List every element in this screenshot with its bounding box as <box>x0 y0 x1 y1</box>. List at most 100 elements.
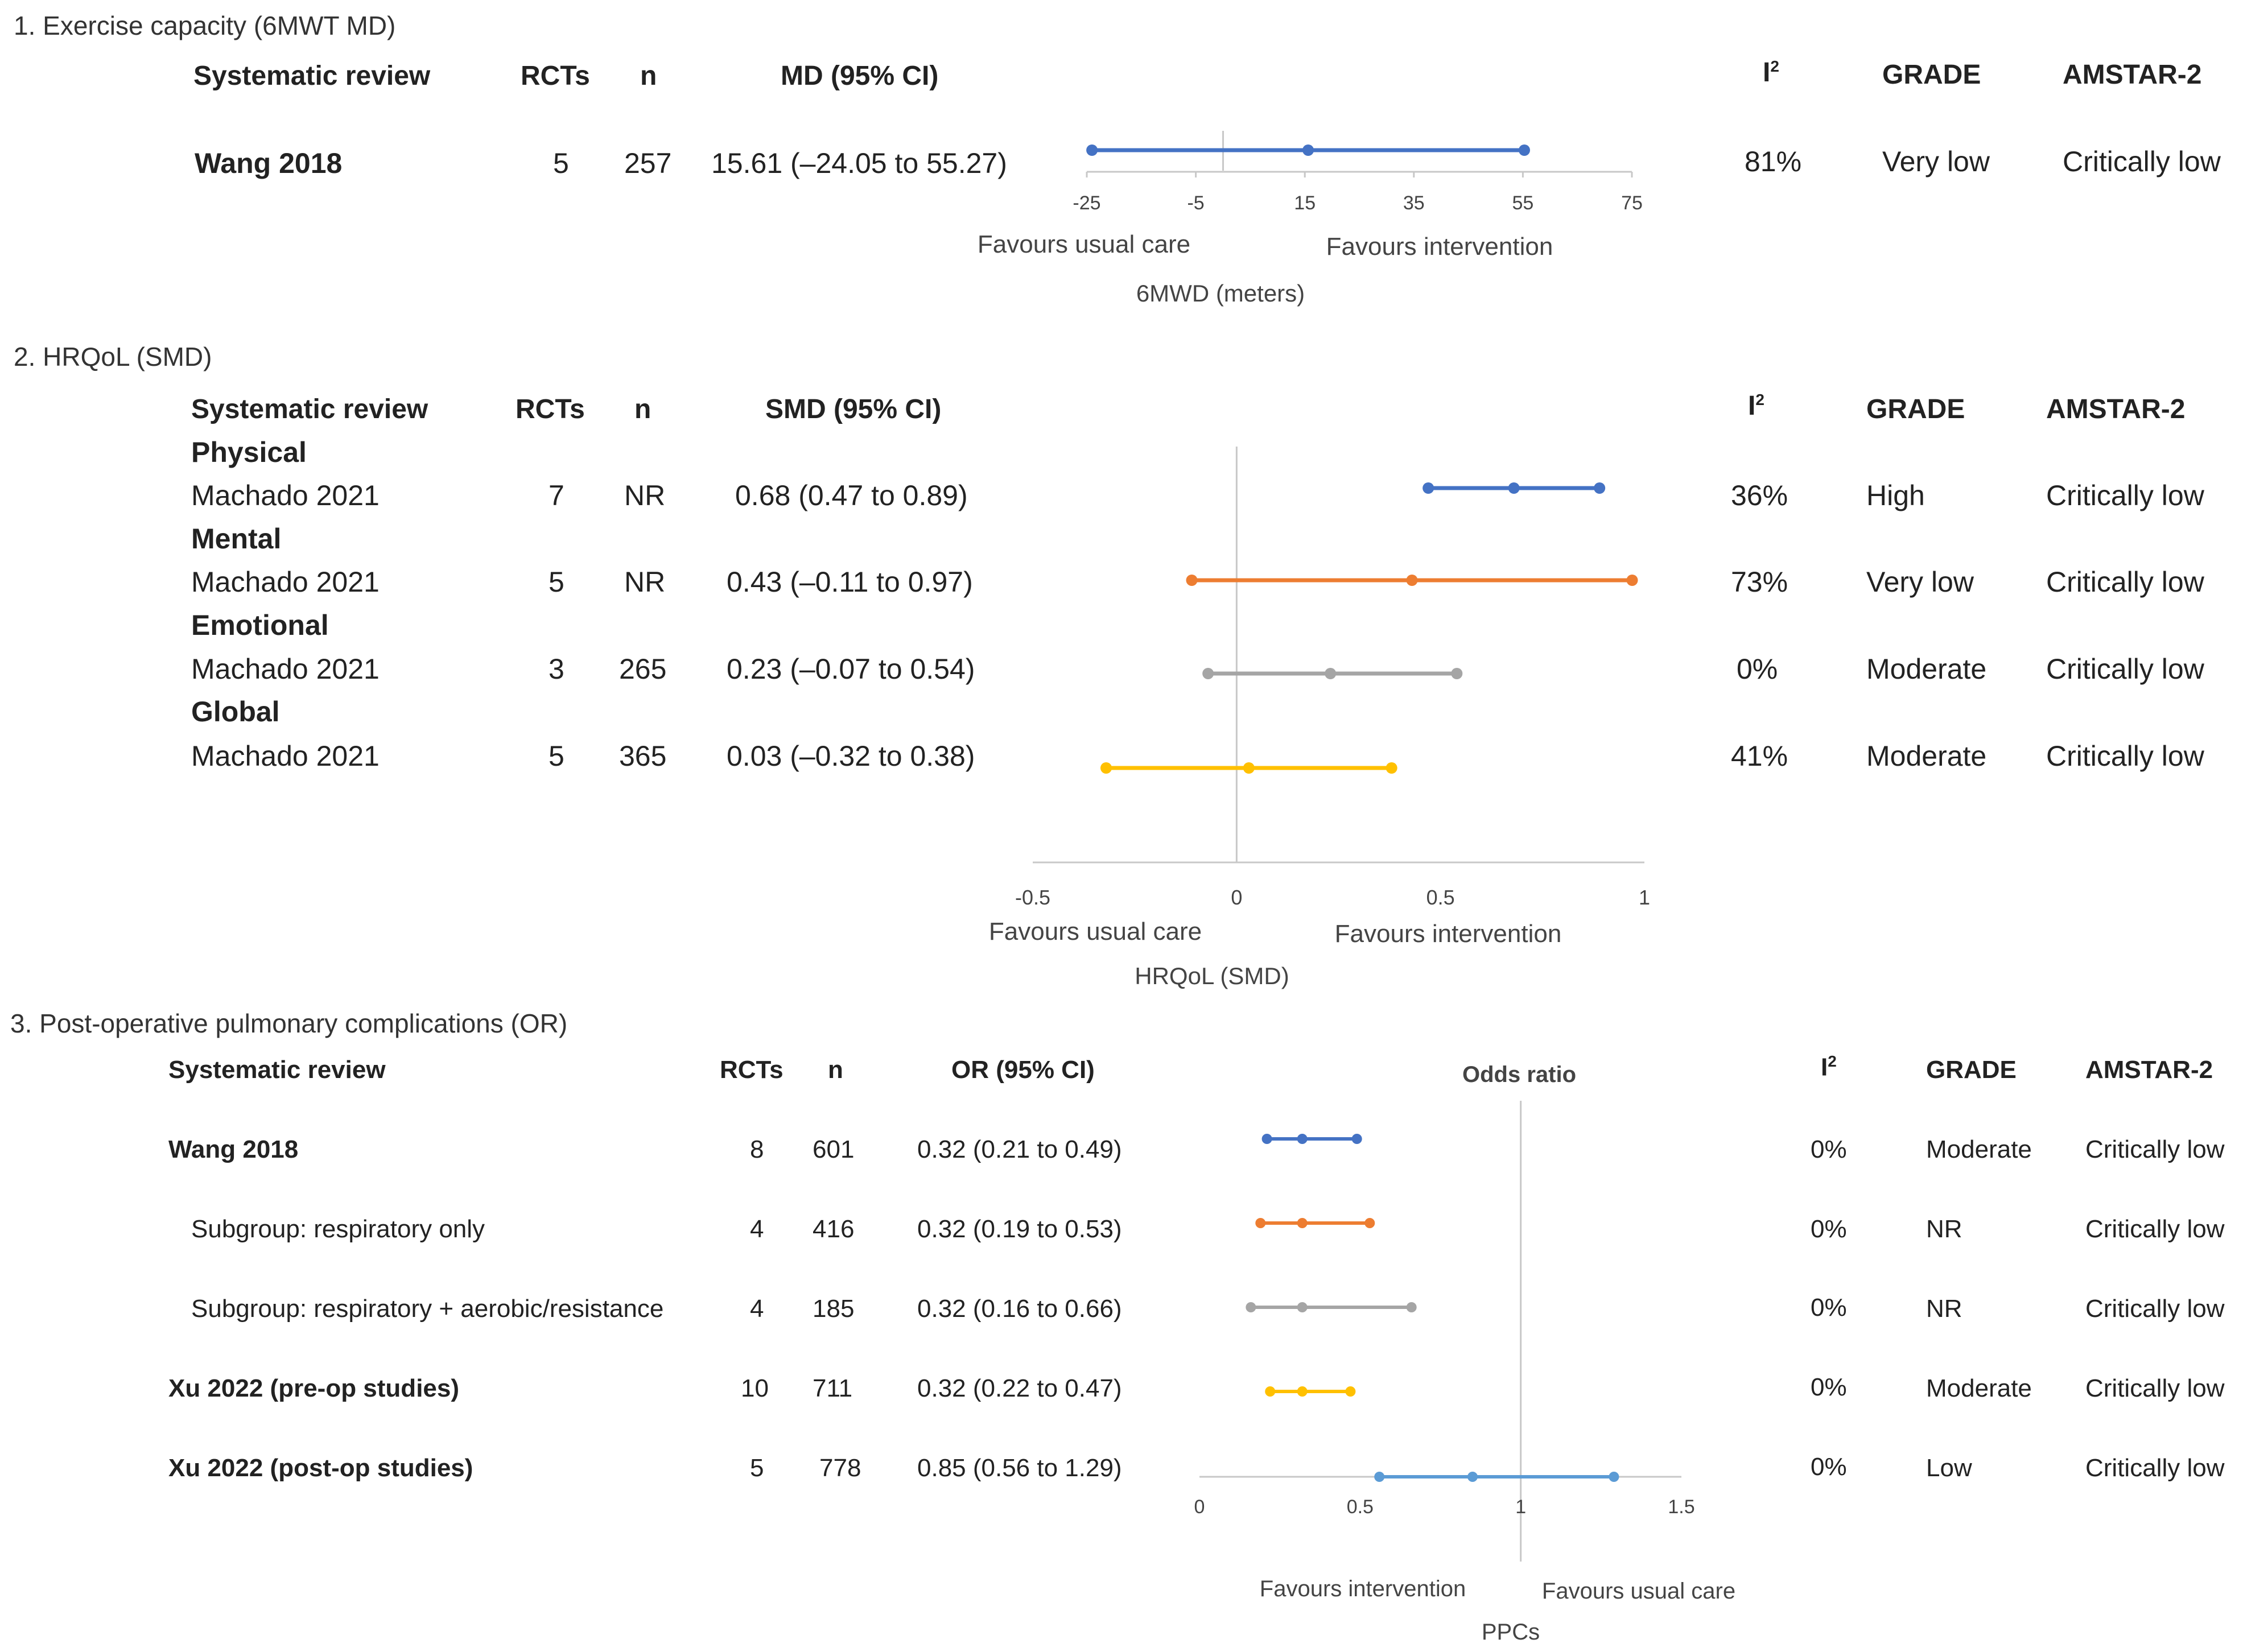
chart-2-xlabel: HRQoL (SMD) <box>1135 963 1289 989</box>
chart-1-favours-left: Favours usual care <box>978 230 1190 258</box>
s2-row-i2: 36% <box>1731 480 1788 511</box>
s2-header-n: n <box>634 394 652 424</box>
s1-row-review: Wang 2018 <box>195 147 343 179</box>
s3-row-grade: Low <box>1926 1454 1972 1482</box>
chart-3-estimate-point <box>1297 1218 1308 1228</box>
s1-row-i2: 81% <box>1745 146 1802 177</box>
s2-header-rcts: RCTs <box>516 394 585 424</box>
chart-3-tick-label: 0.5 <box>1347 1496 1374 1518</box>
chart-3-ci-upper-point <box>1364 1218 1375 1228</box>
s1-row-effect: 15.61 (–24.05 to 55.27) <box>711 147 1007 179</box>
s3-row-amstar: Critically low <box>2085 1454 2225 1482</box>
s3-header-n: n <box>828 1056 843 1084</box>
s3-row-i2: 0% <box>1811 1453 1847 1481</box>
chart-2-ci-lower-point <box>1202 668 1214 679</box>
s3-row-grade: Moderate <box>1926 1135 2032 1163</box>
s2-row-amstar: Critically low <box>2046 566 2204 598</box>
s3-row-n: 778 <box>819 1454 861 1482</box>
chart-3-tick-label: 1 <box>1515 1496 1526 1518</box>
chart-1-tick-label: -5 <box>1187 192 1204 214</box>
s3-row-review: Subgroup: respiratory only <box>191 1215 485 1243</box>
s3-row-rcts: 10 <box>741 1374 769 1402</box>
chart-1-favours-right: Favours intervention <box>1326 233 1553 261</box>
s2-row-rcts: 7 <box>549 480 564 511</box>
s3-row-n: 601 <box>813 1135 855 1163</box>
chart-3-xlabel: PPCs <box>1482 1620 1540 1645</box>
s2-group-global: Global <box>191 696 280 728</box>
s3-row-effect: 0.32 (0.19 to 0.53) <box>917 1215 1122 1243</box>
s2-row-amstar: Critically low <box>2046 740 2204 772</box>
chart-2-ci-lower-point <box>1100 762 1112 774</box>
s3-header-effect: OR (95% CI) <box>951 1056 1095 1084</box>
s2-row-n: 365 <box>619 740 667 772</box>
chart-3-ci-lower-point <box>1255 1218 1266 1228</box>
s2-row-n: 265 <box>619 653 667 685</box>
chart-1-ci-lower-point <box>1086 144 1098 156</box>
chart-2-ci-upper-point <box>1594 482 1606 494</box>
s3-row-rcts: 4 <box>750 1295 764 1323</box>
s1-header-rcts: RCTs <box>521 61 590 91</box>
chart-3-ci-lower-point <box>1265 1386 1276 1397</box>
chart-1-tick-label: 55 <box>1512 192 1533 214</box>
s3-row-n: 416 <box>813 1215 855 1243</box>
chart-3-favours-left: Favours intervention <box>1260 1576 1466 1601</box>
s1-header-i2: I2 <box>1763 57 1779 88</box>
s3-row-n: 185 <box>813 1295 855 1323</box>
s2-row-effect: 0.68 (0.47 to 0.89) <box>735 480 968 511</box>
s3-row-rcts: 5 <box>750 1454 764 1482</box>
chart-3-ci-lower-point <box>1261 1134 1272 1144</box>
s3-row-grade: NR <box>1926 1295 1962 1323</box>
s2-row-i2: 73% <box>1731 566 1788 598</box>
s1-header-effect: MD (95% CI) <box>781 61 939 91</box>
s2-row-grade: High <box>1866 480 1925 511</box>
s2-row-n: NR <box>624 480 666 511</box>
chart-3-ci-lower-point <box>1374 1472 1385 1482</box>
s2-header-effect: SMD (95% CI) <box>765 394 942 424</box>
s3-row-amstar: Critically low <box>2085 1295 2225 1323</box>
chart-3-ci-upper-point <box>1351 1134 1362 1144</box>
s2-row-review: Machado 2021 <box>191 653 380 685</box>
s2-row-grade: Moderate <box>1866 653 1987 685</box>
s1-header-amstar: AMSTAR-2 <box>2063 60 2202 90</box>
s2-group-emotional: Emotional <box>191 609 329 641</box>
s3-row-rcts: 4 <box>750 1215 764 1243</box>
chart-3-estimate-point <box>1297 1302 1308 1312</box>
s3-row-grade: Moderate <box>1926 1374 2032 1402</box>
chart-3-estimate-point <box>1467 1472 1478 1482</box>
chart-2-estimate-point <box>1325 668 1337 679</box>
section-2-title: 2. HRQoL (SMD) <box>14 342 212 371</box>
chart-2-favours-left: Favours usual care <box>989 918 1202 945</box>
chart-1-tick-label: 75 <box>1621 192 1643 214</box>
s3-header-amstar: AMSTAR-2 <box>2085 1056 2213 1084</box>
s3-row-amstar: Critically low <box>2085 1215 2225 1243</box>
s2-row-i2: 41% <box>1731 740 1788 772</box>
s3-row-review: Wang 2018 <box>168 1135 299 1163</box>
chart-2-ci-upper-point <box>1626 575 1638 586</box>
chart-3-estimate-point <box>1297 1134 1308 1144</box>
section-1-title: 1. Exercise capacity (6MWT MD) <box>14 11 396 40</box>
s1-row-grade: Very low <box>1882 146 1990 177</box>
s1-row-rcts: 5 <box>553 147 569 179</box>
s2-row-i2: 0% <box>1737 653 1778 685</box>
chart-3-estimate-point <box>1297 1386 1308 1397</box>
s2-row-effect: 0.03 (–0.32 to 0.38) <box>727 740 975 772</box>
chart-3-ci-upper-point <box>1609 1472 1619 1482</box>
chart-2-estimate-point <box>1508 482 1520 494</box>
s3-row-n: 711 <box>813 1374 853 1402</box>
s3-header-i2: I2 <box>1821 1052 1837 1081</box>
s2-row-n: NR <box>624 566 666 598</box>
s2-row-amstar: Critically low <box>2046 653 2204 685</box>
chart-3: Odds ratio Favours intervention Favours … <box>1260 1062 1735 1645</box>
chart-2-estimate-point <box>1243 762 1255 774</box>
chart-1-xlabel: 6MWD (meters) <box>1136 280 1305 307</box>
s1-row-n: 257 <box>624 147 672 179</box>
s3-row-effect: 0.32 (0.16 to 0.66) <box>917 1295 1122 1323</box>
chart-2-tick-label: 0.5 <box>1426 886 1455 909</box>
chart-2-ci-upper-point <box>1451 668 1463 679</box>
chart-2-tick-label: 1 <box>1639 886 1650 909</box>
s3-row-amstar: Critically low <box>2085 1374 2225 1402</box>
s3-row-effect: 0.85 (0.56 to 1.29) <box>917 1454 1122 1482</box>
chart-3-ci-upper-point <box>1345 1386 1356 1397</box>
chart-2-estimate-point <box>1406 575 1418 586</box>
s3-row-effect: 0.32 (0.22 to 0.47) <box>917 1374 1122 1402</box>
